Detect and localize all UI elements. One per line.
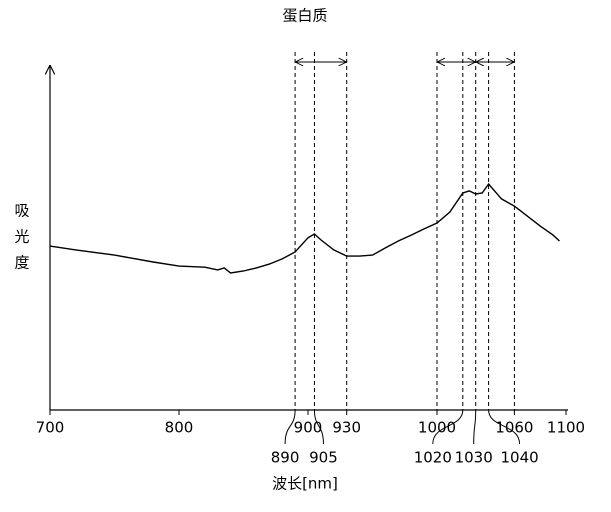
y-axis-label: 度 [14, 254, 29, 272]
x-tick-label: 900 [294, 419, 323, 437]
x-tick-label-lower: 890 [271, 449, 300, 467]
leader-line [473, 409, 477, 445]
leader-line [488, 409, 521, 445]
chart-title: 蛋白质 [282, 7, 327, 25]
x-tick-label-lower: 1040 [501, 449, 539, 467]
data-line [49, 182, 560, 274]
x-tick-label: 700 [36, 419, 65, 437]
x-axis-label: 波长[nm] [272, 475, 338, 493]
x-tick-label-lower: 1030 [455, 449, 493, 467]
x-tick-label: 1000 [418, 419, 456, 437]
x-tick-label: 1060 [495, 419, 533, 437]
leader-line [432, 409, 464, 445]
y-axis-label: 光 [14, 228, 29, 246]
x-tick-label-lower: 1020 [414, 449, 452, 467]
x-tick-label-lower: 905 [309, 449, 338, 467]
x-tick-label: 1100 [547, 419, 585, 437]
y-axis-label: 吸 [14, 202, 29, 220]
leader-line [284, 409, 296, 445]
x-tick-label: 800 [165, 419, 194, 437]
x-tick-label: 930 [332, 419, 361, 437]
leader-line [313, 409, 324, 445]
